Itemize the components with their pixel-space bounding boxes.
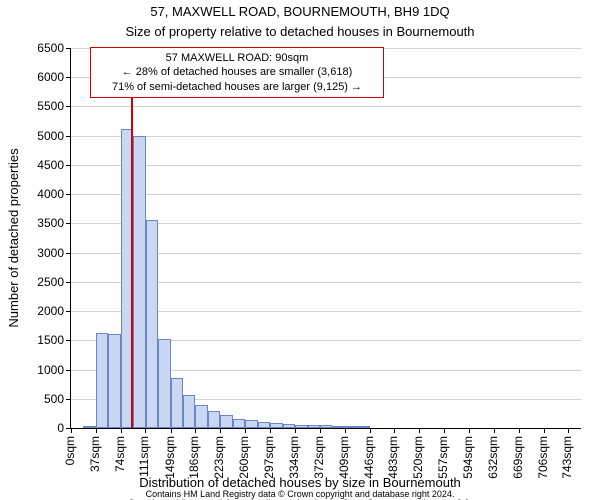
property-callout: 57 MAXWELL ROAD: 90sqm← 28% of detached … xyxy=(90,47,384,98)
callout-line1: 57 MAXWELL ROAD: 90sqm xyxy=(99,51,375,65)
histogram-bar xyxy=(195,405,207,428)
x-tick-label: 446sqm xyxy=(362,428,376,479)
y-tick-label: 5500 xyxy=(8,99,64,113)
y-tick xyxy=(66,253,71,254)
histogram-bar xyxy=(158,339,170,428)
y-tick-label: 500 xyxy=(8,392,64,406)
histogram-bar xyxy=(233,419,245,428)
y-tick-label: 5000 xyxy=(8,129,64,143)
histogram-bar xyxy=(183,395,195,428)
x-tick-label: 743sqm xyxy=(560,428,574,479)
x-tick-label: 297sqm xyxy=(262,428,276,479)
chart-title-line2: Size of property relative to detached ho… xyxy=(0,24,600,39)
x-tick-label: 520sqm xyxy=(411,428,425,479)
y-tick xyxy=(66,223,71,224)
gridline xyxy=(71,165,581,166)
y-tick-label: 2000 xyxy=(8,304,64,318)
callout-line2: ← 28% of detached houses are smaller (3,… xyxy=(99,65,375,79)
y-tick xyxy=(66,77,71,78)
y-tick-label: 3500 xyxy=(8,216,64,230)
y-tick-label: 6500 xyxy=(8,41,64,55)
y-tick xyxy=(66,165,71,166)
x-tick-label: 409sqm xyxy=(337,428,351,479)
y-tick-label: 2500 xyxy=(8,275,64,289)
chart-title-line1: 57, MAXWELL ROAD, BOURNEMOUTH, BH9 1DQ xyxy=(0,4,600,19)
x-tick-label: 557sqm xyxy=(436,428,450,479)
y-tick-label: 6000 xyxy=(8,70,64,84)
y-tick-label: 1500 xyxy=(8,333,64,347)
y-tick-label: 1000 xyxy=(8,363,64,377)
y-tick xyxy=(66,136,71,137)
y-tick xyxy=(66,399,71,400)
gridline xyxy=(71,106,581,107)
y-tick xyxy=(66,282,71,283)
x-tick-label: 260sqm xyxy=(237,428,251,479)
x-tick-label: 669sqm xyxy=(511,428,525,479)
y-tick xyxy=(66,106,71,107)
x-tick-label: 594sqm xyxy=(461,428,475,479)
y-tick xyxy=(66,194,71,195)
histogram-bar xyxy=(133,136,145,428)
x-tick-label: 149sqm xyxy=(163,428,177,479)
histogram-bar xyxy=(171,378,183,428)
y-tick-label: 4000 xyxy=(8,187,64,201)
x-tick-label: 334sqm xyxy=(287,428,301,479)
histogram-bar xyxy=(146,220,158,428)
callout-line3: 71% of semi-detached houses are larger (… xyxy=(99,80,375,94)
y-tick xyxy=(66,340,71,341)
gridline xyxy=(71,136,581,137)
y-tick xyxy=(66,48,71,49)
x-tick-label: 483sqm xyxy=(386,428,400,479)
x-tick-label: 37sqm xyxy=(88,428,102,472)
y-tick-label: 3000 xyxy=(8,246,64,260)
histogram-bar xyxy=(245,420,257,428)
property-marker-line xyxy=(131,48,133,428)
histogram-bar xyxy=(96,333,108,428)
histogram-bar xyxy=(108,334,120,428)
x-tick-label: 632sqm xyxy=(486,428,500,479)
x-tick-label: 0sqm xyxy=(63,428,77,465)
gridline xyxy=(71,194,581,195)
x-tick-label: 74sqm xyxy=(113,428,127,472)
y-axis-label: Number of detached properties xyxy=(6,148,21,327)
y-tick-label: 0 xyxy=(8,421,64,435)
chart-root: 57, MAXWELL ROAD, BOURNEMOUTH, BH9 1DQ S… xyxy=(0,0,600,500)
x-axis-label: Distribution of detached houses by size … xyxy=(0,475,600,490)
plot-area: 0sqm37sqm74sqm111sqm149sqm186sqm223sqm26… xyxy=(70,48,581,429)
histogram-bar xyxy=(220,415,232,428)
x-tick-label: 223sqm xyxy=(212,428,226,479)
y-tick xyxy=(66,311,71,312)
histogram-bar xyxy=(208,411,220,428)
x-tick-label: 111sqm xyxy=(137,428,151,477)
x-tick-label: 186sqm xyxy=(187,428,201,479)
x-tick-label: 372sqm xyxy=(312,428,326,479)
x-tick-label: 706sqm xyxy=(536,428,550,479)
y-tick-label: 4500 xyxy=(8,158,64,172)
y-tick xyxy=(66,370,71,371)
